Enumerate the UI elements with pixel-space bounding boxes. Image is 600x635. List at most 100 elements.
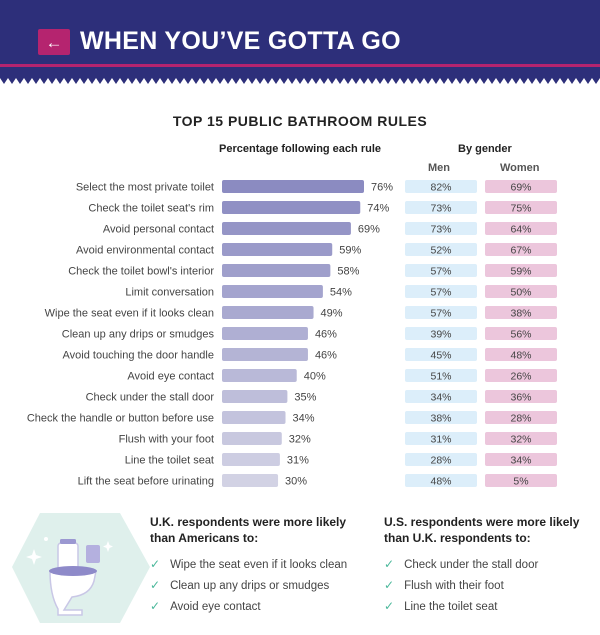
men-pill <box>405 285 477 298</box>
women-pill <box>485 306 557 319</box>
men-pill <box>405 306 477 319</box>
women-value: 36% <box>510 392 531 404</box>
gender-heading: By gender <box>458 143 512 155</box>
tick-label: Check the handle or button before use <box>27 413 214 425</box>
list-item-label: Wipe the seat even if it looks clean <box>170 559 348 571</box>
women-pill <box>485 369 557 382</box>
bar <box>222 432 282 445</box>
tick-label: Check the toilet seat's rim <box>88 203 214 215</box>
checkmark-icon: ✓ <box>384 578 395 592</box>
tick-label: Flush with your foot <box>119 434 214 446</box>
sparkle-icon <box>26 537 113 565</box>
list-item: ✓ Line the toilet seat <box>384 596 594 617</box>
women-value: 28% <box>510 413 531 425</box>
tick-label: Lift the seat before urinating <box>78 476 214 488</box>
tick-label: Avoid environmental contact <box>76 245 214 257</box>
tick-label: Wipe the seat even if it looks clean <box>45 308 214 320</box>
women-pill <box>485 432 557 445</box>
tick-label: Avoid touching the door handle <box>63 350 214 362</box>
bar <box>222 306 314 319</box>
data-label: 46% <box>315 350 337 362</box>
chart-subtitle: Percentage following each rule <box>219 143 381 155</box>
bar <box>222 411 286 424</box>
arrow-left-icon: ← <box>45 32 63 52</box>
men-pill <box>405 474 477 487</box>
data-label: 40% <box>304 371 326 383</box>
women-pill <box>485 474 557 487</box>
list-item: ✓ Avoid eye contact <box>150 596 365 617</box>
bar <box>222 180 364 193</box>
men-pill <box>405 264 477 277</box>
men-value: 38% <box>430 413 451 425</box>
data-label: 58% <box>337 266 359 278</box>
men-column-header: Men <box>428 162 450 174</box>
women-pill <box>485 264 557 277</box>
bar <box>222 285 323 298</box>
men-value: 52% <box>430 245 451 257</box>
bar <box>222 222 351 235</box>
men-pill <box>405 222 477 235</box>
list-item: ✓ Flush with their foot <box>384 575 594 596</box>
footer-illustration <box>12 513 150 623</box>
tick-label: Line the toilet seat <box>125 455 214 467</box>
data-label: 76% <box>371 182 393 194</box>
list-item: ✓ Wipe the seat even if it looks clean <box>150 554 365 575</box>
men-pill <box>405 390 477 403</box>
data-label: 31% <box>287 455 309 467</box>
women-pill <box>485 348 557 361</box>
toilet-icon <box>49 539 100 616</box>
uk-title-line2: than Americans to: <box>150 531 259 545</box>
list-item-label: Line the toilet seat <box>404 601 498 613</box>
men-value: 73% <box>430 203 451 215</box>
men-pill <box>405 369 477 382</box>
tick-label: Check the toilet bowl's interior <box>68 266 214 278</box>
men-value: 57% <box>430 287 451 299</box>
women-value: 67% <box>510 245 531 257</box>
data-label: 32% <box>289 434 311 446</box>
list-item: ✓ Check under the stall door <box>384 554 594 575</box>
women-value: 75% <box>510 203 531 215</box>
men-pill <box>405 453 477 466</box>
back-button[interactable]: ← <box>38 29 70 55</box>
tick-label: Select the most private toilet <box>76 182 214 194</box>
page-title: WHEN YOU’VE GOTTA GO <box>80 27 401 55</box>
list-item-label: Avoid eye contact <box>170 601 261 613</box>
uk-panel-title: U.K. respondents were more likely than A… <box>150 514 365 546</box>
men-value: 31% <box>430 434 451 446</box>
men-pill <box>405 327 477 340</box>
women-value: 56% <box>510 329 531 341</box>
checkmark-icon: ✓ <box>150 599 161 613</box>
list-item: ✓ Clean up any drips or smudges <box>150 575 365 596</box>
men-value: 39% <box>430 329 451 341</box>
women-pill <box>485 327 557 340</box>
bar <box>222 474 279 487</box>
women-column-header: Women <box>500 162 540 174</box>
uk-title-line1: U.K. respondents were more likely <box>150 515 347 529</box>
list-item-label: Flush with their foot <box>404 580 504 592</box>
women-pill <box>485 222 557 235</box>
men-pill <box>405 432 477 445</box>
women-value: 69% <box>510 182 531 194</box>
women-pill <box>485 180 557 193</box>
women-pill <box>485 285 557 298</box>
uk-list: ✓ Wipe the seat even if it looks clean ✓ C… <box>150 554 365 617</box>
men-pill <box>405 411 477 424</box>
data-label: 59% <box>339 245 361 257</box>
men-pill <box>405 243 477 256</box>
header-banner: ← WHEN YOU’VE GOTTA GO <box>0 0 600 88</box>
data-label: 69% <box>358 224 380 236</box>
women-pill <box>485 390 557 403</box>
bar <box>222 348 308 361</box>
bar <box>222 369 297 382</box>
women-pill <box>485 411 557 424</box>
checkmark-icon: ✓ <box>150 557 161 571</box>
men-value: 48% <box>430 476 451 488</box>
chart-title: TOP 15 PUBLIC BATHROOM RULES <box>172 113 428 129</box>
list-item-label: Clean up any drips or smudges <box>170 580 330 592</box>
men-value: 28% <box>430 455 451 467</box>
bar <box>222 264 331 277</box>
women-value: 26% <box>510 371 531 383</box>
men-value: 51% <box>430 371 451 383</box>
women-value: 5% <box>513 476 528 488</box>
bar <box>222 243 333 256</box>
